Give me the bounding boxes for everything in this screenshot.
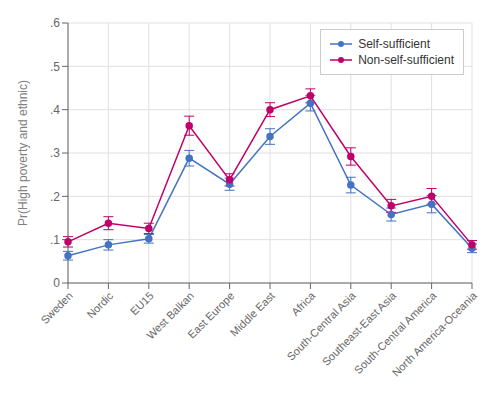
svg-text:.2: .2 — [50, 190, 60, 204]
svg-text:Nordic: Nordic — [84, 289, 115, 320]
svg-text:.3: .3 — [50, 146, 60, 160]
svg-text:Southeast-East Asia: Southeast-East Asia — [320, 289, 399, 368]
svg-text:EU15: EU15 — [128, 289, 156, 317]
svg-text:Sweden: Sweden — [38, 289, 75, 326]
svg-text:Africa: Africa — [289, 289, 318, 318]
html-text:Self-sufficient: Self-sufficient — [358, 37, 430, 51]
svg-text:.1: .1 — [50, 233, 60, 247]
svg-text:.6: .6 — [50, 16, 60, 30]
svg-text:South-Central Asia: South-Central Asia — [284, 289, 358, 363]
svg-text:Middle East: Middle East — [228, 289, 277, 338]
svg-text:Pr(High poverty and ethnic): Pr(High poverty and ethnic) — [16, 80, 30, 226]
svg-text:.4: .4 — [50, 103, 60, 117]
html-text:Non-self-sufficient: Non-self-sufficient — [358, 53, 454, 67]
svg-text:0: 0 — [53, 276, 60, 290]
svg-text:West Balkan: West Balkan — [144, 289, 197, 342]
svg-text:East Europe: East Europe — [185, 289, 236, 340]
svg-text:.5: .5 — [50, 60, 60, 74]
svg-text:South-Central America: South-Central America — [351, 289, 439, 377]
svg-text:North America-Oceania: North America-Oceania — [390, 289, 480, 379]
